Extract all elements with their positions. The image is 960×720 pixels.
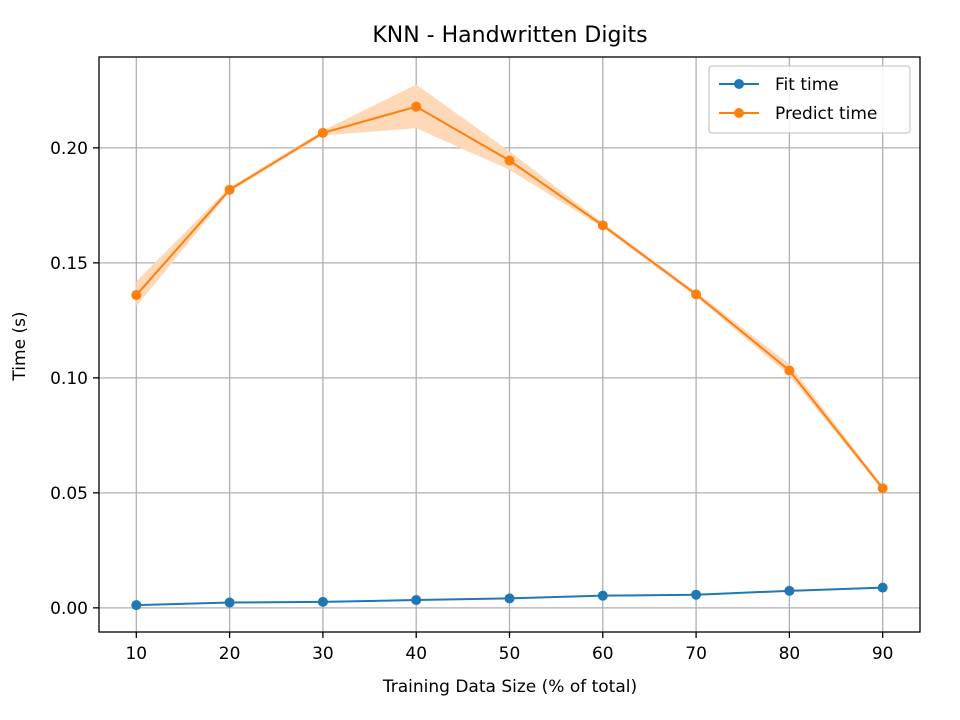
legend-label: Predict time bbox=[775, 104, 877, 124]
y-tick-label: 0.00 bbox=[50, 599, 88, 619]
x-tick-label: 50 bbox=[499, 644, 521, 664]
x-tick-label: 60 bbox=[592, 644, 614, 664]
series-band bbox=[136, 84, 883, 491]
data-point bbox=[691, 289, 702, 300]
y-axis-label: Time (s) bbox=[10, 311, 30, 381]
axes: 10 20 30 40 50 60 70 80 90 0.00 0.05 0.10 0.15 0.20 bbox=[50, 56, 921, 664]
data-point bbox=[131, 290, 142, 301]
grid-lines bbox=[99, 57, 920, 632]
legend-marker bbox=[734, 79, 744, 89]
x-tick-label: 90 bbox=[872, 644, 894, 664]
y-tick-label: 0.05 bbox=[50, 484, 88, 504]
confidence-bands bbox=[136, 84, 883, 606]
x-tick-label: 40 bbox=[405, 644, 427, 664]
data-point bbox=[224, 184, 235, 195]
data-point bbox=[784, 585, 795, 596]
data-point bbox=[877, 483, 888, 494]
y-tick-label: 0.15 bbox=[50, 254, 88, 274]
data-point bbox=[411, 101, 422, 112]
y-tick-label: 0.10 bbox=[50, 369, 88, 389]
data-point bbox=[224, 597, 235, 608]
x-tick-label: 70 bbox=[685, 644, 707, 664]
data-point bbox=[131, 600, 142, 611]
data-point bbox=[411, 595, 422, 606]
data-point bbox=[317, 127, 328, 138]
series-lines bbox=[131, 101, 888, 611]
data-point bbox=[877, 582, 888, 593]
x-tick-label: 80 bbox=[779, 644, 801, 664]
x-tick-label: 10 bbox=[125, 644, 147, 664]
data-point bbox=[784, 365, 795, 376]
data-point bbox=[504, 593, 515, 604]
legend: Fit time Predict time bbox=[708, 65, 911, 134]
y-tick-label: 0.20 bbox=[50, 139, 88, 159]
x-tick-label: 20 bbox=[219, 644, 241, 664]
data-point bbox=[597, 590, 608, 601]
data-point bbox=[317, 596, 328, 607]
data-point bbox=[504, 155, 515, 166]
data-point bbox=[691, 589, 702, 600]
legend-box bbox=[708, 65, 911, 134]
data-point bbox=[597, 220, 608, 231]
x-tick-label: 30 bbox=[312, 644, 334, 664]
legend-marker bbox=[734, 108, 744, 118]
legend-label: Fit time bbox=[775, 75, 839, 95]
chart-title: KNN - Handwritten Digits bbox=[372, 23, 647, 48]
x-axis-label: Training Data Size (% of total) bbox=[382, 677, 637, 697]
